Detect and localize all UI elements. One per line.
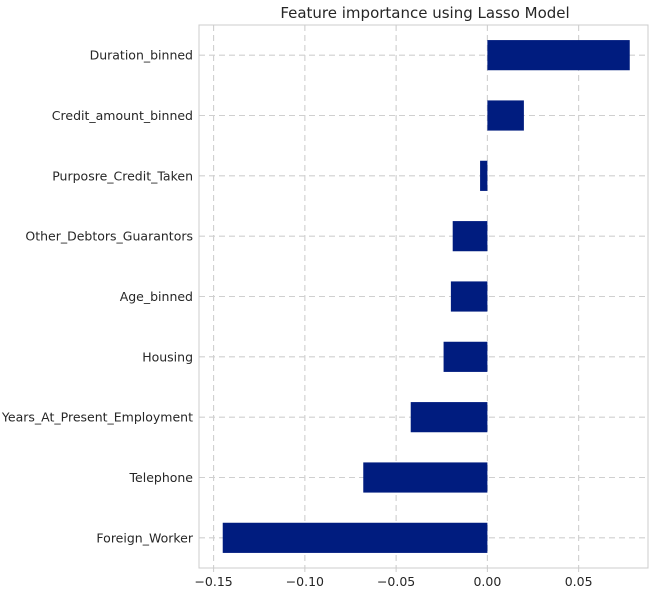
chart-title: Feature importance using Lasso Model xyxy=(280,4,569,22)
bar xyxy=(487,40,630,71)
y-tick-label: Credit_amount_binned xyxy=(52,108,193,123)
bar xyxy=(487,100,524,131)
x-tick-label: 0.05 xyxy=(565,574,593,589)
y-tick-label: Duration_binned xyxy=(90,48,193,63)
bars xyxy=(222,40,630,553)
bar xyxy=(480,160,488,191)
x-tick-label: −0.05 xyxy=(377,574,415,589)
x-tick-label: −0.15 xyxy=(194,574,232,589)
y-tick-label: Years_At_Present_Employment xyxy=(1,410,193,425)
bar xyxy=(222,522,488,553)
y-tick-label: Purposre_Credit_Taken xyxy=(52,168,193,183)
bar xyxy=(443,341,488,372)
y-tick-label: Age_binned xyxy=(120,289,193,304)
y-tick-label: Other_Debtors_Guarantors xyxy=(25,229,193,244)
y-tick-label: Housing xyxy=(142,349,193,364)
bar xyxy=(452,221,488,252)
x-tick-label: −0.10 xyxy=(286,574,324,589)
x-axis-tick-labels: −0.15 −0.10 −0.05 0.00 0.05 xyxy=(194,568,593,589)
bar xyxy=(410,402,488,433)
x-tick-label: 0.00 xyxy=(473,574,501,589)
y-tick-label: Telephone xyxy=(129,470,194,485)
bar xyxy=(363,462,488,493)
y-tick-label: Foreign_Worker xyxy=(96,530,193,545)
bar xyxy=(450,281,488,312)
y-axis-tick-labels: Duration_binned Credit_amount_binned Purpo… xyxy=(1,48,194,546)
plot-frame xyxy=(198,24,649,569)
